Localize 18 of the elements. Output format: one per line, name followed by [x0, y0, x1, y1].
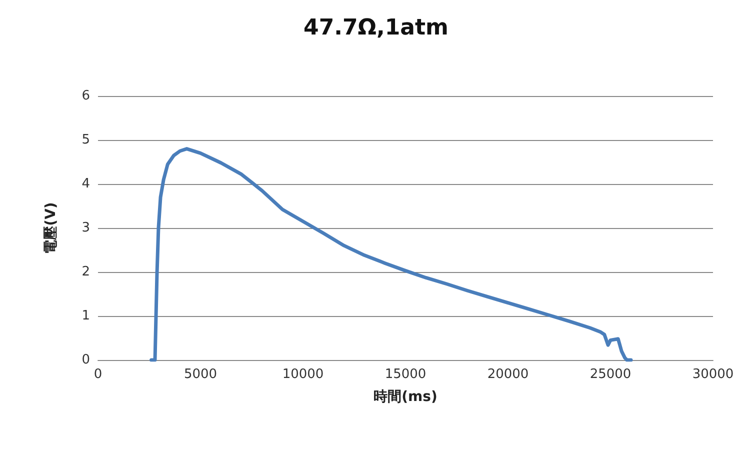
- y-axis-title: 電壓(V): [43, 202, 59, 254]
- x-tick-label: 30000: [692, 367, 734, 382]
- x-tick-label: 20000: [487, 367, 529, 382]
- y-tick-label: 6: [82, 88, 90, 104]
- x-tick-label: 15000: [384, 367, 426, 382]
- y-tick-label: 4: [82, 176, 90, 192]
- x-tick-label: 0: [94, 367, 102, 382]
- y-tick-label: 2: [82, 264, 90, 280]
- x-tick-label: 10000: [282, 367, 324, 382]
- y-tick-label: 5: [82, 132, 90, 148]
- chart-title: 47.7Ω,1atm: [304, 16, 448, 40]
- y-tick-label: 3: [82, 220, 90, 236]
- x-tick-label: 5000: [184, 367, 218, 382]
- y-tick-label: 1: [82, 308, 90, 324]
- x-tick-label: 25000: [590, 367, 632, 382]
- y-tick-label: 0: [82, 352, 90, 368]
- line-series: [150, 147, 633, 362]
- x-axis-title: 時間(ms): [374, 389, 438, 405]
